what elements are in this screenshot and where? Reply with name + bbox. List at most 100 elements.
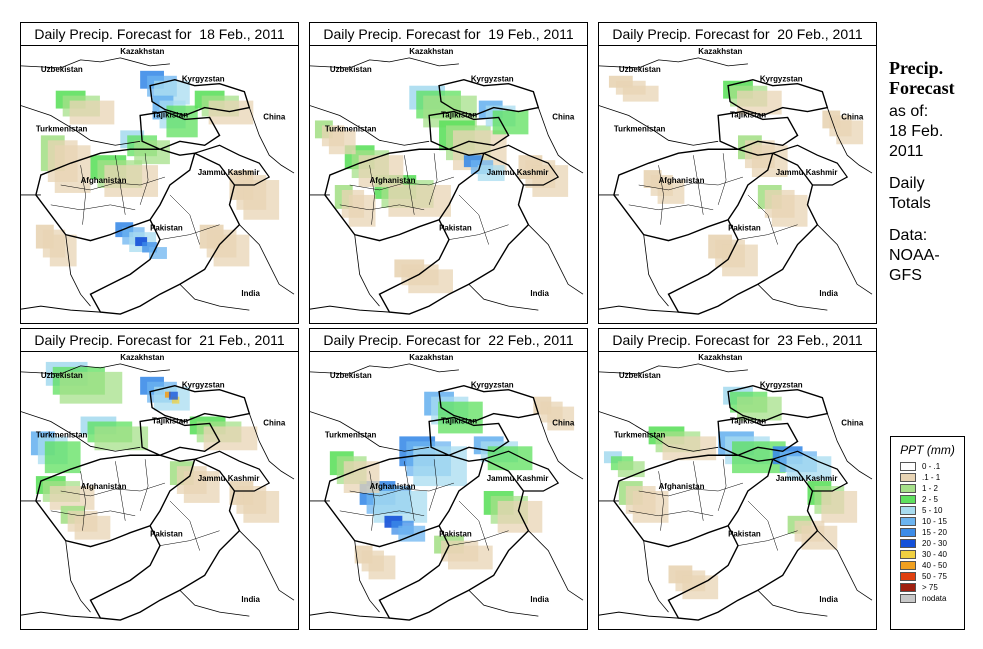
map-label-afghanistan: Afghanistan [81,176,127,185]
map-label-jammu-kashmir: Jammu Kashmir [776,168,838,177]
sidebar-title: Precip. Forecast [889,58,955,98]
legend-label: 15 - 20 [922,528,947,537]
map-label-tajikistan: Tajikistan [730,416,766,425]
map-label-china: China [263,418,286,427]
legend-swatch [900,484,916,493]
map-label-uzbekistan: Uzbekistan [619,371,661,380]
precip-cell [164,391,171,398]
legend-label: .1 - 1 [922,473,941,482]
map-label-jammu-kashmir: Jammu Kashmir [198,168,260,177]
map-label-kazakhstan: Kazakhstan [409,47,453,56]
map-label-china: China [263,112,286,121]
precip-cell [388,184,451,217]
map-label-jammu-kashmir: Jammu Kashmir [198,474,260,483]
map-label-turkmenistan: Turkmenistan [36,124,88,133]
legend-swatch [900,583,916,592]
legend-title: PPT (mm) [900,443,955,457]
legend-item: 15 - 20 [900,527,964,538]
map-label-india: India [241,595,260,604]
forecast-map: Kazakhstan Uzbekistan Kyrgyzstan Tajikistan… [310,47,584,315]
map-label-china: China [552,418,575,427]
legend-swatch [900,572,916,581]
precip-cell [617,461,645,478]
precip-cell [54,145,91,193]
map-label-afghanistan: Afghanistan [659,176,705,185]
map-label-kazakhstan: Kazakhstan [409,353,453,362]
precip-areas [314,85,569,294]
precip-cell [168,391,178,400]
panel-title: Daily Precip. Forecast for 23 Feb., 2011 [599,329,876,352]
map-label-india: India [241,289,260,298]
precip-cell [348,194,376,227]
precip-cell [448,545,493,570]
precip-cell [69,100,115,125]
legend-swatch [900,528,916,537]
precip-cell [547,406,575,431]
legend-swatch [900,561,916,570]
legend-swatch [900,495,916,504]
precip-legend: PPT (mm) 0 - .1 .1 - 1 1 - 2 2 - 5 5 - 10 10 … [890,436,965,630]
legend-item: 1 - 2 [900,483,964,494]
map-label-kazakhstan: Kazakhstan [120,353,164,362]
legend-item: .1 - 1 [900,472,964,483]
precip-cell [737,90,782,115]
map-label-pakistan: Pakistan [150,224,183,233]
precip-cell [134,140,170,165]
precip-cell [74,515,111,540]
precip-cell [213,234,250,267]
map-label-pakistan: Pakistan [728,224,761,233]
map-label-afghanistan: Afghanistan [370,482,416,491]
panel-title: Daily Precip. Forecast for 20 Feb., 2011 [599,23,876,46]
map-label-uzbekistan: Uzbekistan [41,371,83,380]
legend-label: 0 - .1 [922,462,941,471]
map-label-turkmenistan: Turkmenistan [325,430,377,439]
map-label-afghanistan: Afghanistan [81,482,127,491]
map-label-turkmenistan: Turkmenistan [36,430,88,439]
precip-areas [30,361,280,540]
legend-swatch [900,473,916,482]
map-label-turkmenistan: Turkmenistan [614,430,666,439]
panel-title: Daily Precip. Forecast for 21 Feb., 2011 [21,329,298,352]
map-label-jammu-kashmir: Jammu Kashmir [487,168,549,177]
map-label-uzbekistan: Uzbekistan [619,65,661,74]
legend-item: 10 - 15 [900,516,964,527]
forecast-panel-20-feb: Daily Precip. Forecast for 20 Feb., 2011… [598,22,877,324]
map-label-kazakhstan: Kazakhstan [120,47,164,56]
precip-cell [49,486,95,510]
legend-label: 20 - 30 [922,539,947,548]
totals-note: Daily Totals [889,175,931,212]
forecast-map: Kazakhstan Uzbekistan Kyrgyzstan Tajikistan… [21,47,295,315]
map-label-jammu-kashmir: Jammu Kashmir [487,474,549,483]
precip-cell [477,165,505,182]
map-label-india: India [530,595,549,604]
legend-label: 5 - 10 [922,506,943,515]
precip-cell [243,490,280,523]
panel-title: Daily Precip. Forecast for 19 Feb., 2011 [310,23,587,46]
legend-label: 30 - 40 [922,550,947,559]
precip-cell [836,120,864,145]
legend-label: > 75 [922,583,938,592]
map-label-tajikistan: Tajikistan [152,416,188,425]
legend-swatch [900,517,916,526]
precip-cell [413,446,467,487]
map-label-pakistan: Pakistan [150,530,183,539]
legend-swatch [900,506,916,515]
precip-cell [104,165,159,197]
forecast-panel-19-feb: Daily Precip. Forecast for 19 Feb., 2011… [309,22,588,324]
precip-cell [171,396,180,404]
panel-title: Daily Precip. Forecast for 22 Feb., 2011 [310,329,587,352]
precip-cell [328,130,356,155]
as-of-date: as of: 18 Feb. 2011 [889,103,944,160]
forecast-panel-18-feb: Daily Precip. Forecast for 18 Feb., 2011… [20,22,299,324]
precip-cell [59,371,123,404]
map-label-tajikistan: Tajikistan [152,110,188,119]
legend-item: nodata [900,593,964,604]
map-label-jammu-kashmir: Jammu Kashmir [776,474,838,483]
legend-label: 2 - 5 [922,495,939,504]
map-label-kyrgyzstan: Kyrgyzstan [471,381,514,390]
legend-label: nodata [922,594,947,603]
precip-cell [662,436,717,461]
precip-cell [682,575,719,600]
legend-item: 2 - 5 [900,494,964,505]
legend-label: 10 - 15 [922,517,947,526]
